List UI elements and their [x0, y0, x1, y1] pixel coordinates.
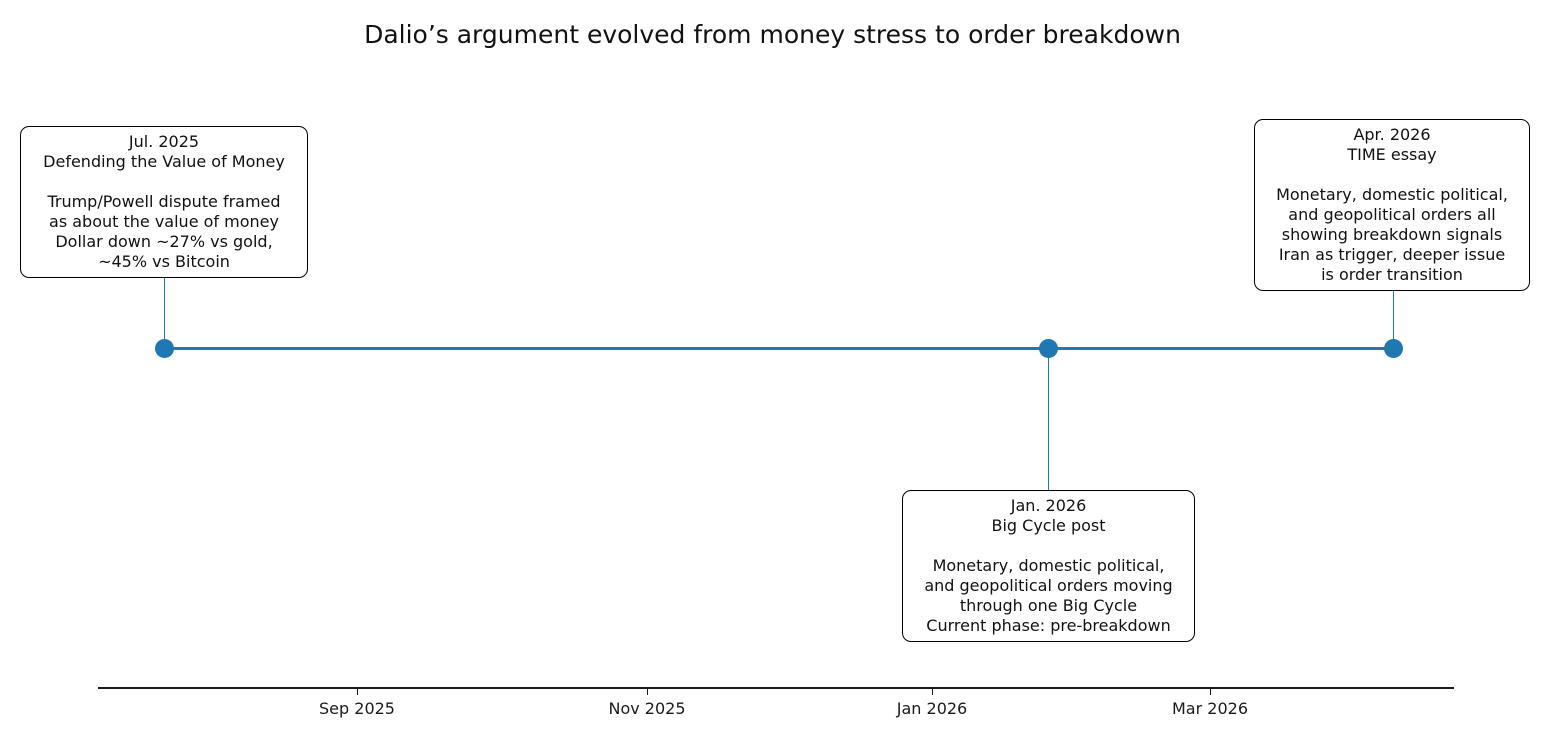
event-description: Trump/Powell dispute framed as about the… [47, 192, 281, 271]
event-annotation-jan-2026: Jan. 2026 Big Cycle post Monetary, domes… [902, 490, 1195, 642]
event-label: Defending the Value of Money [43, 152, 285, 171]
x-axis-tick-label: Nov 2025 [608, 699, 686, 718]
event-marker-dot [1039, 338, 1058, 358]
event-label: TIME essay [1347, 145, 1437, 164]
event-marker-dot [1384, 338, 1403, 358]
event-annotation-apr-2026: Apr. 2026 TIME essay Monetary, domestic … [1254, 119, 1530, 291]
x-axis-tick [1209, 689, 1212, 695]
x-axis-tick [356, 689, 359, 695]
event-marker-dot [155, 338, 174, 358]
event-description: Monetary, domestic political, and geopol… [924, 556, 1173, 635]
event-connector-line [1047, 348, 1050, 491]
event-connector-line [163, 278, 166, 348]
x-axis-tick-label: Jan 2026 [896, 699, 968, 718]
event-date: Jul. 2025 [128, 132, 200, 151]
event-date: Apr. 2026 [1353, 125, 1431, 144]
chart-title: Dalio’s argument evolved from money stre… [364, 20, 1181, 49]
timeline-line [164, 346, 1393, 350]
event-annotation-jul-2025: Jul. 2025 Defending the Value of Money T… [20, 126, 308, 278]
x-axis-tick-label: Mar 2026 [1172, 699, 1248, 718]
x-axis-line [98, 687, 1454, 689]
event-description: Monetary, domestic political, and geopol… [1276, 185, 1508, 284]
event-label: Big Cycle post [991, 516, 1106, 535]
x-axis-tick [931, 689, 934, 695]
event-connector-line [1392, 287, 1395, 348]
event-date: Jan. 2026 [1010, 496, 1087, 515]
x-axis-tick [646, 689, 649, 695]
x-axis-tick-label: Sep 2025 [319, 699, 395, 718]
